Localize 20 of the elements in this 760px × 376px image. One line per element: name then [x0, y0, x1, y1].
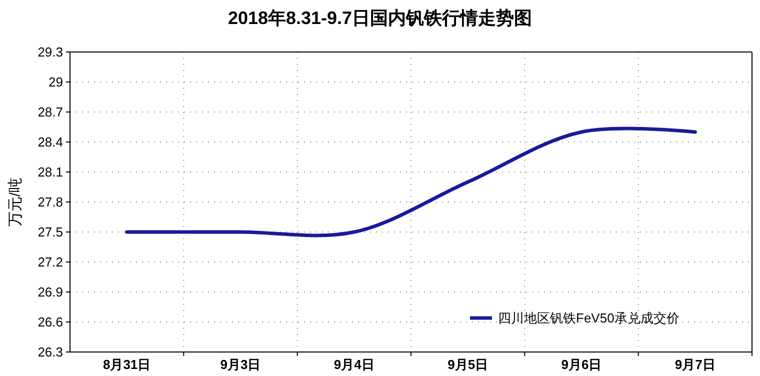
- y-tick-label: 26.9: [38, 284, 63, 300]
- x-tick-label: 8月31日: [102, 357, 151, 372]
- y-tick-label: 29: [48, 74, 63, 90]
- x-tick-label: 9月7日: [674, 357, 716, 372]
- y-axis-title: 万元/吨: [7, 177, 24, 227]
- y-tick-label: 29.3: [38, 44, 63, 60]
- x-tick-label: 9月6日: [561, 357, 602, 372]
- y-tick-label: 27.5: [38, 224, 63, 240]
- y-tick-label: 27.8: [38, 194, 63, 210]
- x-tick-label: 9月5日: [448, 357, 488, 372]
- y-tick-label: 26.6: [38, 314, 63, 330]
- y-tick-label: 28.4: [38, 134, 63, 150]
- x-tick-label: 9月3日: [220, 357, 261, 372]
- x-tick-label: 9月4日: [334, 357, 374, 372]
- legend-label: 四川地区钒铁FeV50承兑成交价: [498, 310, 680, 326]
- y-tick-label: 28.7: [38, 104, 63, 120]
- y-tick-label: 27.2: [38, 254, 63, 270]
- y-tick-label: 26.3: [38, 344, 63, 360]
- chart-title: 2018年8.31-9.7日国内钒铁行情走势图: [228, 8, 532, 28]
- y-tick-label: 28.1: [38, 164, 63, 180]
